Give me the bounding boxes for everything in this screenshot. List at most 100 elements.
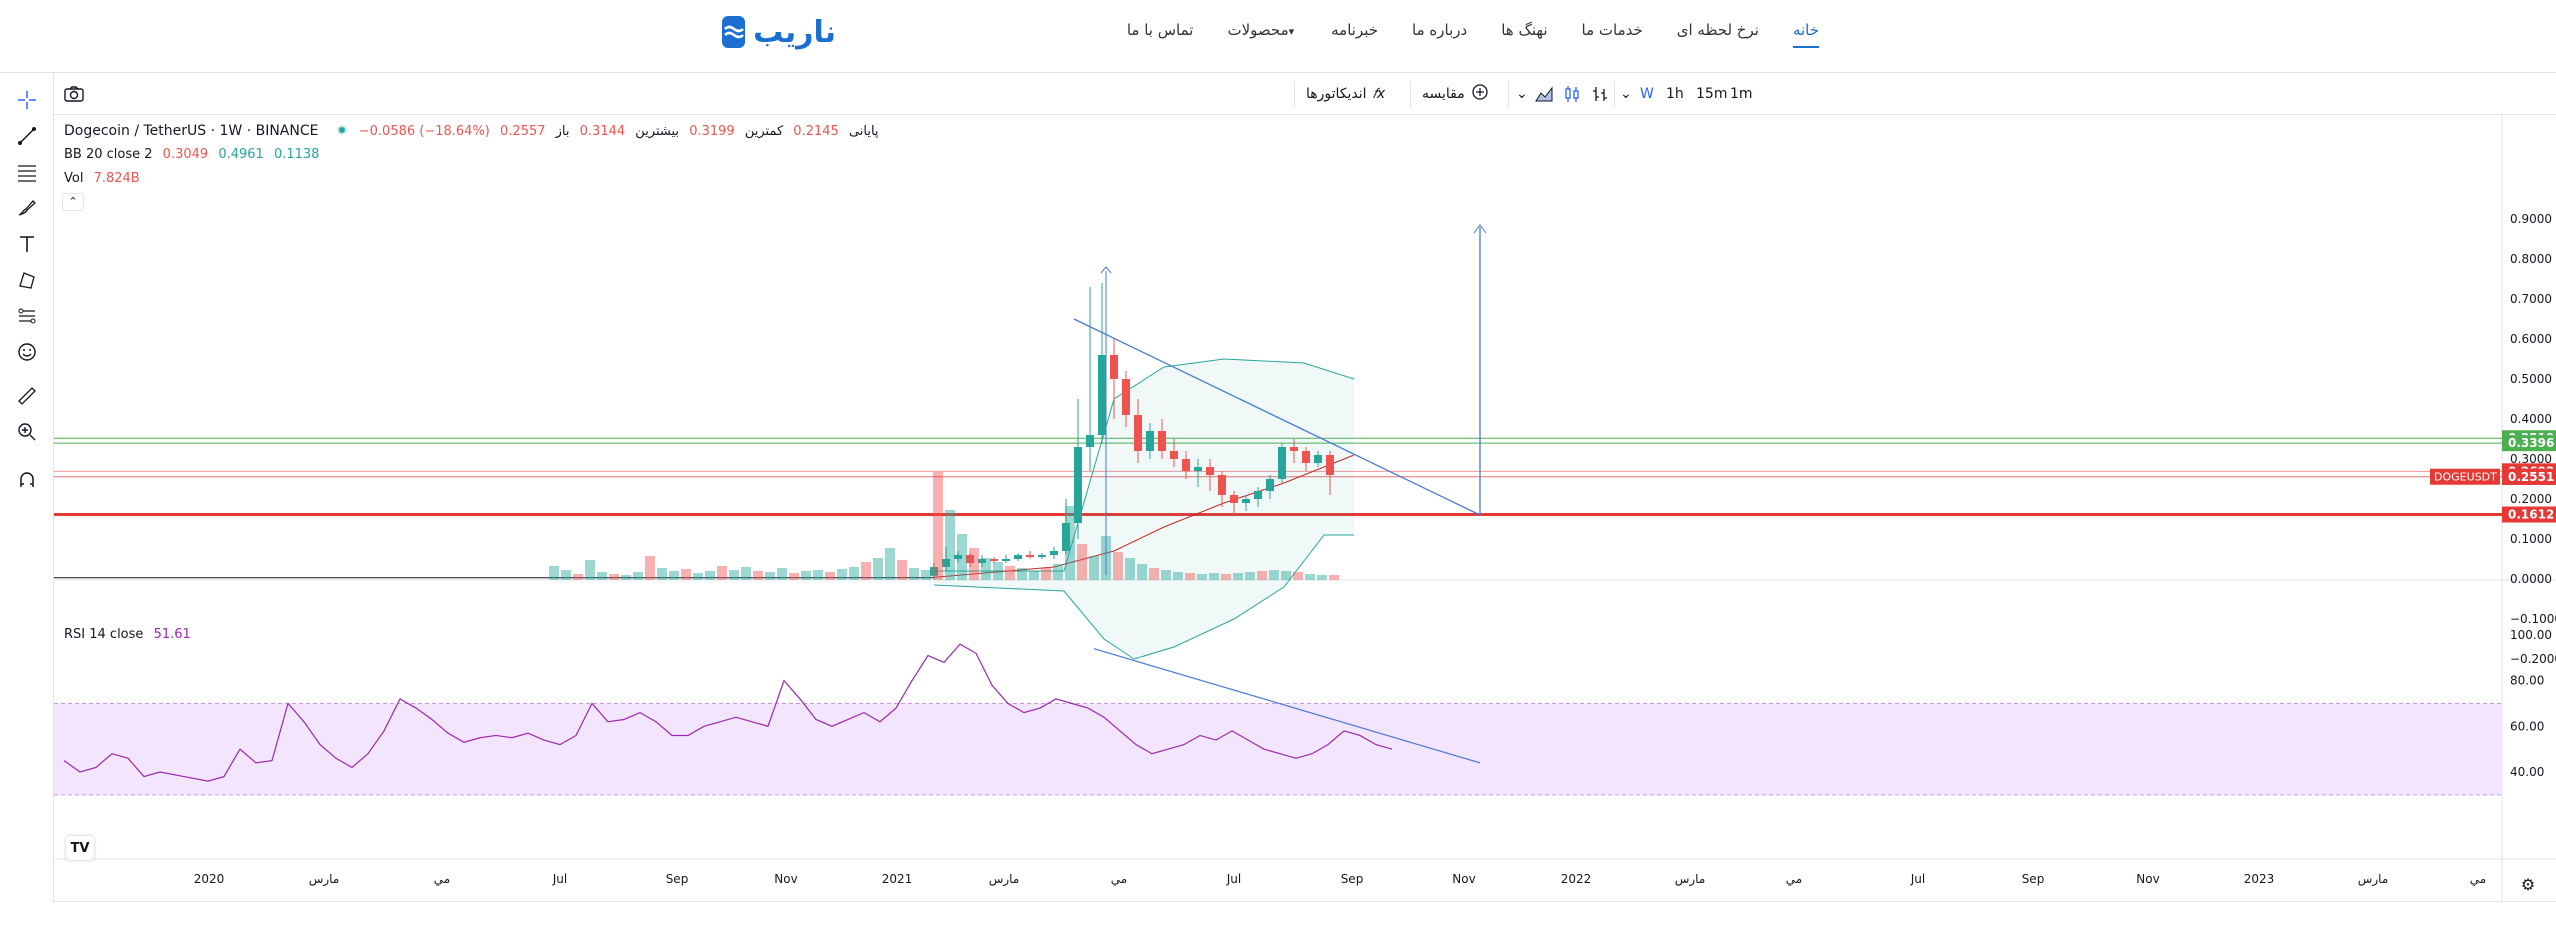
- candle-body: [1254, 491, 1262, 499]
- time-axis-label: مي: [434, 872, 450, 886]
- price-axis-label: 0.0000: [2510, 572, 2552, 586]
- market-open-dot: [336, 125, 347, 135]
- nav-about[interactable]: درباره ما: [1412, 21, 1468, 39]
- interval-1m-button[interactable]: 1m: [1730, 86, 1753, 102]
- interval-15m-button[interactable]: 15m: [1696, 86, 1728, 102]
- compare-button[interactable]: مقایسه: [1422, 81, 1489, 107]
- zoom-in-icon[interactable]: [10, 417, 44, 447]
- magnet-icon[interactable]: [10, 465, 44, 495]
- arrow-head-icon: [1473, 224, 1487, 234]
- volume-bar: [933, 472, 943, 580]
- tradingview-logo-icon[interactable]: TV: [66, 836, 94, 860]
- volume-bar: [645, 556, 655, 580]
- rsi-line: [63, 643, 1393, 782]
- volume-bar: [705, 571, 715, 580]
- camera-icon[interactable]: [62, 81, 86, 107]
- candle-body: [1314, 455, 1322, 463]
- candle-body: [1014, 555, 1022, 559]
- candle-body: [1170, 451, 1178, 459]
- prediction-icon[interactable]: [10, 301, 44, 331]
- site-logo[interactable]: ناریب: [722, 14, 836, 50]
- nav-services[interactable]: خدمات ما: [1581, 21, 1643, 39]
- nav-live-rates[interactable]: نرخ لحظه ای: [1676, 21, 1759, 39]
- volume-bar: [573, 574, 583, 580]
- volume-bar: [861, 562, 871, 580]
- symbol-title[interactable]: Dogecoin / TetherUS · 1W · BINANCE: [64, 123, 319, 139]
- crosshair-icon[interactable]: [10, 85, 44, 115]
- volume-bar: [621, 575, 631, 580]
- collapse-legend-chevron-icon[interactable]: ⌃: [62, 193, 84, 211]
- candle-body: [1158, 431, 1166, 451]
- candle-body: [1134, 415, 1142, 451]
- volume-bar: [1125, 558, 1135, 580]
- pattern-icon[interactable]: [10, 265, 44, 295]
- candle-body: [1122, 379, 1130, 415]
- volume-bar: [801, 571, 811, 580]
- volume-bar: [1221, 574, 1231, 580]
- nav-whales[interactable]: نهنگ ها: [1501, 21, 1548, 39]
- change-value: −0.0586 (−18.64%): [358, 124, 490, 139]
- volume-bar: [1077, 544, 1087, 580]
- candles-icon[interactable]: [1562, 81, 1582, 107]
- fib-lines-icon[interactable]: [10, 157, 44, 187]
- low-label: کمترین: [744, 124, 784, 139]
- volume-bar: [1113, 552, 1123, 580]
- candle-body: [1230, 495, 1238, 503]
- volume-bar: [1041, 568, 1051, 580]
- site-header: ناریب خانه نرخ لحظه ای خدمات ما نهنگ ها …: [0, 0, 2556, 72]
- compare-label: مقایسه: [1422, 86, 1465, 102]
- time-axis-label: Nov: [2136, 872, 2159, 886]
- price-axis-label: 0.5000: [2510, 372, 2552, 386]
- candle-body: [1218, 475, 1226, 495]
- volume-bar: [1137, 564, 1147, 580]
- bb-basis-value: 0.3049: [162, 147, 209, 162]
- price-chart[interactable]: 0.9000 0.8000 0.7000 0.6000 0.5000 0.4000 0.30…: [54, 115, 2556, 903]
- interval-1h-button[interactable]: 1h: [1666, 86, 1684, 102]
- bb-lower-value: 0.1138: [273, 147, 320, 162]
- main-nav: خانه نرخ لحظه ای خدمات ما نهنگ ها درباره…: [1110, 18, 1836, 48]
- price-tag-label: 0.3396: [2508, 436, 2554, 450]
- toolbar-separator: [1508, 81, 1509, 107]
- volume-bar: [1305, 574, 1315, 580]
- time-axis-label: 2022: [1561, 872, 1592, 886]
- text-tool-icon[interactable]: [10, 229, 44, 259]
- bb-legend[interactable]: BB 20 close 2 0.3049 0.4961 0.1138: [64, 147, 325, 162]
- time-axis-label: مي: [1111, 872, 1127, 886]
- bars-icon[interactable]: [1590, 81, 1610, 107]
- plus-circle-icon: [1471, 83, 1489, 105]
- volume-bar: [609, 574, 619, 580]
- nav-home[interactable]: خانه: [1776, 18, 1836, 48]
- function-icon: 𝑓x: [1372, 86, 1386, 102]
- volume-bar: [633, 572, 643, 580]
- settings-gear-icon[interactable]: ⚙: [2520, 875, 2536, 894]
- layout-dropdown-chevron-icon[interactable]: ⌄: [1516, 86, 1528, 102]
- time-axis-label: مارس: [2358, 872, 2389, 887]
- trend-line-icon[interactable]: [10, 121, 44, 151]
- candle-body: [978, 559, 986, 563]
- indicators-button[interactable]: اندیکاتورها 𝑓x: [1306, 81, 1385, 107]
- ohlc-values: −0.0586 (−18.64%) 0.2557 پایانی 0.2145 ک…: [359, 124, 885, 139]
- price-trendline: [1073, 318, 1481, 516]
- area-chart-icon[interactable]: [1534, 81, 1554, 107]
- volume-bar: [753, 571, 763, 580]
- interval-dropdown-chevron-icon[interactable]: ⌄: [1620, 86, 1632, 102]
- high-value: 0.3199: [689, 124, 735, 139]
- volume-bar: [777, 568, 787, 580]
- volume-bar: [1149, 568, 1159, 580]
- interval-w-button[interactable]: W: [1640, 86, 1654, 102]
- smiley-icon[interactable]: [10, 337, 44, 367]
- ruler-icon[interactable]: [10, 381, 44, 411]
- nav-products[interactable]: محصولات▾: [1210, 18, 1314, 48]
- nav-contact[interactable]: تماس با ما: [1126, 21, 1194, 39]
- price-axis-label: 0.9000: [2510, 212, 2552, 226]
- volume-bar: [885, 548, 895, 580]
- bb-lower-line: [933, 534, 1354, 660]
- rsi-legend[interactable]: RSI 14 close 51.61: [64, 627, 197, 642]
- rsi-label: RSI 14 close: [64, 627, 144, 642]
- brush-icon[interactable]: [10, 193, 44, 223]
- vol-legend[interactable]: Vol 7.824B: [64, 171, 146, 186]
- price-axis-label: 0.7000: [2510, 292, 2552, 306]
- price-tag-label: 0.2551: [2508, 470, 2554, 484]
- time-axis-label: Nov: [1452, 872, 1475, 886]
- nav-newsletter[interactable]: خبرنامه: [1331, 21, 1379, 39]
